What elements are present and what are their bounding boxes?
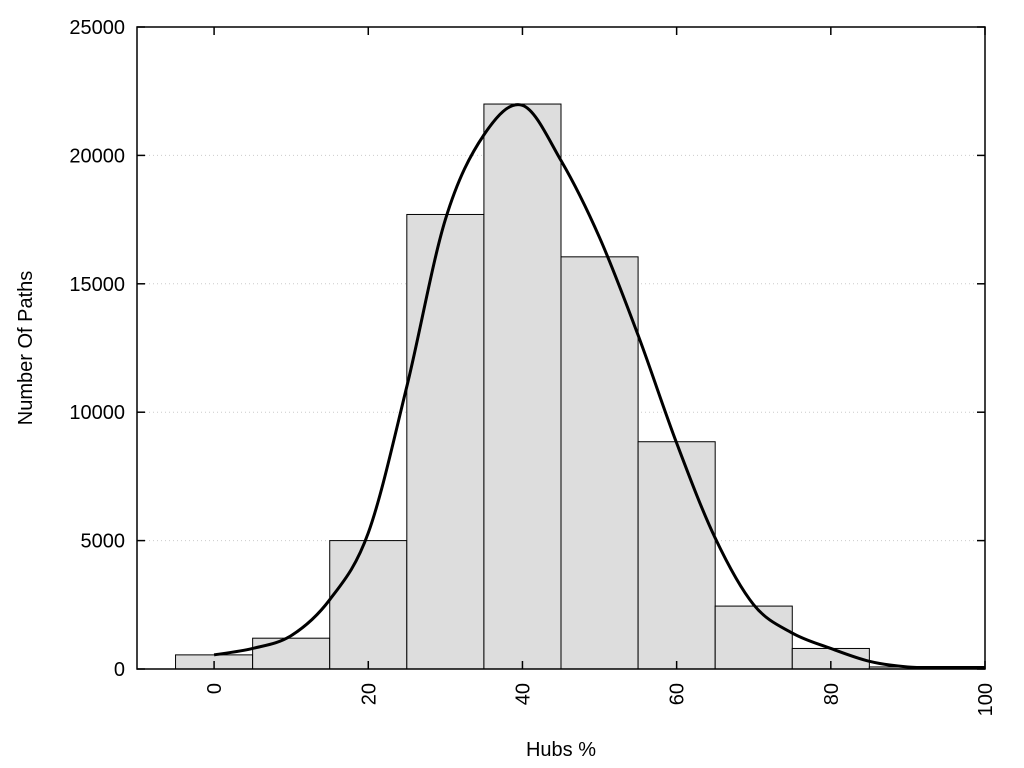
y-tick-label: 5000 (81, 531, 126, 553)
x-tick-label: 60 (667, 683, 689, 705)
y-tick-label: 25000 (69, 17, 125, 39)
x-tick-label: 100 (975, 683, 997, 716)
bar-1 (252, 637, 331, 670)
x-tick-label: 40 (512, 683, 534, 705)
x-axis-title: Hubs % (526, 739, 596, 761)
x-tick-label: 80 (821, 683, 843, 705)
bar-4 (483, 103, 562, 670)
density-curve (213, 103, 986, 670)
x-axis-ticks: 0 20 40 60 80 100 (204, 27, 997, 716)
bar-7 (714, 605, 793, 670)
plot-frame (136, 26, 986, 670)
bar-3 (406, 213, 485, 670)
bars-group (175, 103, 986, 670)
x-tick-label: 0 (204, 683, 226, 694)
bar-5 (560, 256, 639, 670)
y-tick-label: 20000 (69, 145, 125, 167)
y-axis-title: Number Of Paths (15, 271, 37, 426)
y-tick-label: 15000 (69, 274, 125, 296)
bar-6 (637, 441, 716, 670)
x-tick-label: 20 (358, 683, 380, 705)
bar-2 (329, 540, 408, 670)
y-tick-label: 10000 (69, 402, 125, 424)
y-tick-label: 0 (114, 659, 125, 681)
y-axis-ticks: 0 5000 10000 15000 20000 25000 (69, 17, 985, 681)
